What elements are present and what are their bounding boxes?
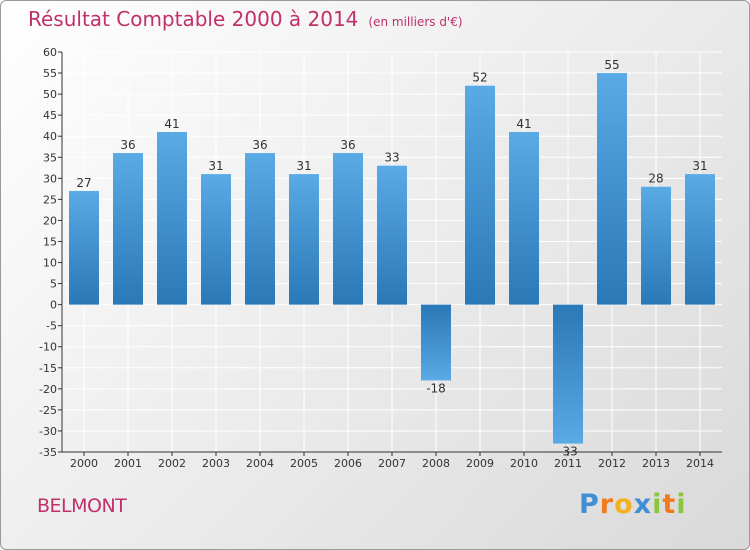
data-label-2009: 52 xyxy=(472,71,487,85)
bar-2007 xyxy=(377,165,407,305)
x-tick-label-2007: 2007 xyxy=(378,457,406,470)
bar-2011 xyxy=(553,304,583,444)
x-tick-label-2006: 2006 xyxy=(334,457,362,470)
x-tick-label-2014: 2014 xyxy=(686,457,714,470)
x-tick-label-2008: 2008 xyxy=(422,457,450,470)
bar-2012 xyxy=(597,73,627,305)
bar-2003 xyxy=(201,174,231,305)
bar-2008 xyxy=(421,304,451,381)
data-label-2006: 36 xyxy=(340,138,355,152)
bar-2013 xyxy=(641,186,671,305)
y-tick-label: 15 xyxy=(43,235,57,248)
y-tick-label: 50 xyxy=(43,88,57,101)
x-tick-label-2002: 2002 xyxy=(158,457,186,470)
data-label-2002: 41 xyxy=(164,117,179,131)
data-label-2001: 36 xyxy=(120,138,135,152)
logo-letter: i xyxy=(652,489,663,520)
x-tick-label-2005: 2005 xyxy=(290,457,318,470)
bars xyxy=(69,73,715,444)
bar-2005 xyxy=(289,174,319,305)
x-tick-label-2011: 2011 xyxy=(554,457,582,470)
data-label-2003: 31 xyxy=(208,159,223,173)
data-label-2005: 31 xyxy=(296,159,311,173)
bar-2004 xyxy=(245,153,275,305)
data-label-2000: 27 xyxy=(76,176,91,190)
x-tick-label-2012: 2012 xyxy=(598,457,626,470)
y-tick-label: -30 xyxy=(39,425,57,438)
y-tick-label: 45 xyxy=(43,109,57,122)
chart-title: Résultat Comptable 2000 à 2014 (en millie… xyxy=(28,7,463,31)
y-tick-label: 30 xyxy=(43,172,57,185)
y-tick-label: -5 xyxy=(46,320,57,333)
chart-subtitle: (en milliers d'€) xyxy=(368,15,463,29)
y-tick-label: -10 xyxy=(39,341,57,354)
labels: 605550454035302520151050-5-10-15-20-25-3… xyxy=(39,46,714,470)
chart-title-text: Résultat Comptable 2000 à 2014 xyxy=(28,7,359,31)
x-tick-label-2013: 2013 xyxy=(642,457,670,470)
axes xyxy=(58,51,722,456)
y-tick-label: 60 xyxy=(43,46,57,59)
x-tick-label-2000: 2000 xyxy=(70,457,98,470)
x-tick-label-2001: 2001 xyxy=(114,457,142,470)
data-label-2011: -33 xyxy=(558,445,578,459)
logo-letter: r xyxy=(599,489,615,520)
x-tick-label-2004: 2004 xyxy=(246,457,274,470)
data-label-2014: 31 xyxy=(692,159,707,173)
commune-name: BELMONT xyxy=(37,495,127,517)
y-tick-label: -20 xyxy=(39,383,57,396)
logo-letter: i xyxy=(676,489,687,520)
data-label-2010: 41 xyxy=(516,117,531,131)
logo-letter: x xyxy=(633,489,653,520)
bar-2001 xyxy=(113,153,143,305)
data-label-2013: 28 xyxy=(648,172,663,186)
proxiti-logo: Proxiti xyxy=(579,489,687,520)
bar-2009 xyxy=(465,85,495,305)
y-tick-label: 35 xyxy=(43,151,57,164)
bar-2002 xyxy=(157,132,187,305)
data-label-2012: 55 xyxy=(604,58,619,72)
bar-2010 xyxy=(509,132,539,305)
logo-letter: P xyxy=(579,489,600,520)
logo-letter: t xyxy=(662,489,677,520)
y-tick-label: 55 xyxy=(43,67,57,80)
data-label-2008: -18 xyxy=(426,381,446,395)
bar-2014 xyxy=(685,174,715,305)
data-label-2007: 33 xyxy=(384,151,399,165)
y-tick-label: 40 xyxy=(43,130,57,143)
y-tick-label: -15 xyxy=(39,362,57,375)
x-tick-label-2009: 2009 xyxy=(466,457,494,470)
x-tick-label-2003: 2003 xyxy=(202,457,230,470)
x-tick-label-2010: 2010 xyxy=(510,457,538,470)
y-tick-label: -25 xyxy=(39,404,57,417)
y-tick-label: 5 xyxy=(50,278,57,291)
y-tick-label: 20 xyxy=(43,214,57,227)
y-tick-label: 25 xyxy=(43,193,57,206)
data-label-2004: 36 xyxy=(252,138,267,152)
bar-2006 xyxy=(333,153,363,305)
y-tick-label: 10 xyxy=(43,257,57,270)
y-tick-label: -35 xyxy=(39,446,57,459)
y-tick-label: 0 xyxy=(50,299,57,312)
logo-letter: o xyxy=(614,489,634,520)
bar-2000 xyxy=(69,190,99,305)
